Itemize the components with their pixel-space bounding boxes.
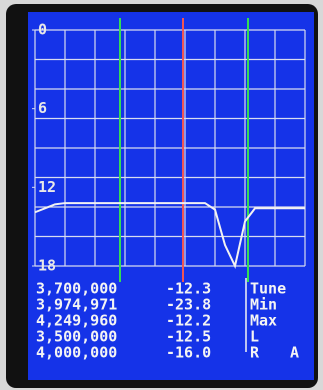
y-tick-label: 0 (38, 21, 47, 39)
corner-label: A (290, 344, 299, 362)
y-tick-label: 12 (38, 178, 56, 196)
device-screen: 0612183,700,000-12.3Tune3,974,971-23.8Mi… (0, 0, 323, 390)
readout-cell: 4,000,000 (36, 344, 117, 362)
y-tick-label: 18 (38, 257, 56, 275)
page: 0612183,700,000-12.3Tune3,974,971-23.8Mi… (0, 0, 323, 390)
readout-cell: -16.0 (166, 344, 211, 362)
readout-cell: R (250, 344, 260, 362)
y-tick-label: 6 (38, 99, 47, 117)
